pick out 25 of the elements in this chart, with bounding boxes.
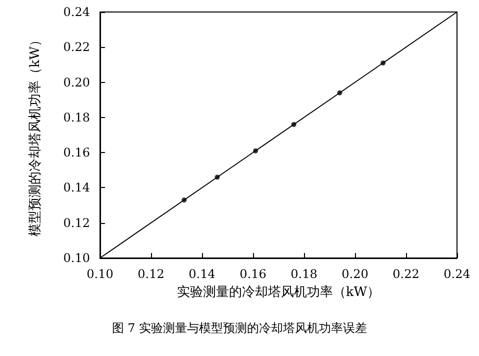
x-tick-label: 0.22 bbox=[392, 267, 420, 281]
point bbox=[182, 198, 187, 203]
point bbox=[214, 174, 220, 180]
y-tick-label: 0.10 bbox=[63, 251, 90, 265]
y-tick-label: 0.14 bbox=[63, 180, 90, 195]
y-tick-label: 0.24 bbox=[63, 5, 90, 19]
x-tick-label: 0.12 bbox=[138, 267, 164, 281]
x-axis-title: 实验测量的冷却塔风机功率（kW） bbox=[176, 284, 380, 300]
y-tick-label: 0.20 bbox=[63, 75, 90, 90]
y-tick-label: 0.18 bbox=[63, 110, 90, 124]
x-tick-label: 0.14 bbox=[188, 267, 216, 281]
y-tick-label: 0.16 bbox=[63, 146, 90, 160]
x-tick-label: 0.18 bbox=[290, 267, 318, 281]
x-tick-label: 0.16 bbox=[240, 267, 266, 281]
point bbox=[253, 148, 258, 154]
x-tick-label: 0.24 bbox=[444, 267, 471, 281]
x-tick-label: 0.10 bbox=[86, 267, 114, 281]
point bbox=[337, 90, 342, 96]
y-tick-label: 0.12 bbox=[63, 216, 90, 230]
x-tick-label: 0.20 bbox=[342, 267, 368, 281]
caption: 图 7 实验测量与模型预测的冷却塔风机功率误差 bbox=[112, 321, 368, 335]
point bbox=[380, 60, 386, 66]
y-tick-label: 0.22 bbox=[63, 40, 90, 54]
point bbox=[291, 122, 296, 127]
y-axis-title: 模型预测的冷却塔风机功率（kW） bbox=[27, 33, 43, 237]
